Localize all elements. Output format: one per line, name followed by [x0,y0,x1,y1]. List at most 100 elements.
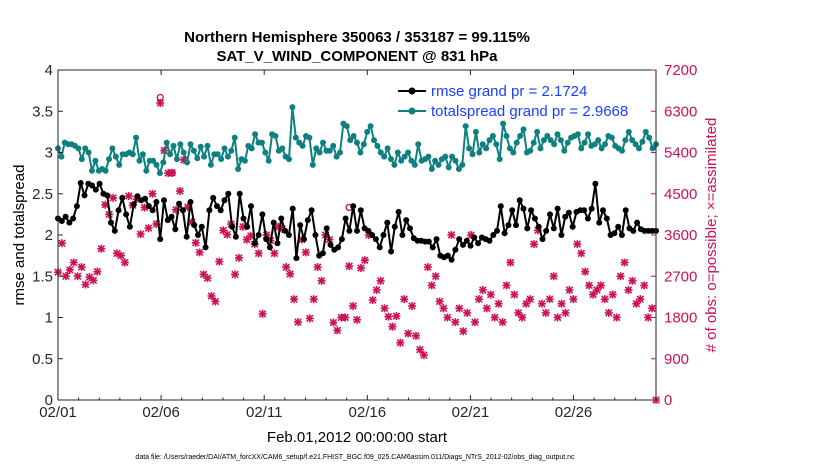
obs-assimilated-marker [215,257,224,266]
obs-assimilated-marker [400,295,409,304]
totalspread-point [629,137,636,144]
rmse-point [391,223,398,230]
obs-assimilated-marker [423,263,432,272]
rmse-point [569,223,576,230]
obs-assimilated-marker [293,318,302,327]
totalspread-point [102,167,109,174]
obs-assimilated-marker [526,295,535,304]
totalspread-point [316,149,323,156]
rmse-point [214,203,220,210]
totalspread-point [428,166,435,172]
totalspread-point [190,147,197,154]
totalspread-point [625,128,632,135]
legend-spread-label: totalspread grand pr = 2.9668 [431,103,628,120]
totalspread-point [156,170,163,177]
rmse-point [289,205,296,212]
obs-assimilated-marker [353,315,361,324]
rmse-point [456,236,463,243]
rmse-point [263,236,270,243]
obs-assimilated-marker [557,299,566,308]
rmse-point [603,215,610,222]
obs-assimilated-marker [234,253,243,262]
obs-assimilated-marker [384,312,393,321]
totalspread-point [411,161,418,168]
obs-assimilated-marker [624,286,633,294]
totalspread-point [354,139,360,146]
totalspread-point [527,147,534,154]
obs-assimilated-marker [553,313,562,322]
y2-tick-label: 6300 [664,103,697,120]
obs-assimilated-marker [77,263,86,272]
rmse-point [618,232,625,238]
rmse-point [115,207,122,214]
rmse-point [448,256,455,263]
totalspread-point [337,149,343,156]
totalspread-point [636,145,642,152]
totalspread-point [248,145,255,152]
rmse-point [236,190,243,197]
obs-assimilated-marker [435,297,444,306]
rmse-point [475,240,482,247]
obs-assimilated-marker [648,304,657,313]
obs-assimilated-marker [451,318,460,327]
obs-assimilated-marker [620,258,629,267]
totalspread-point [544,133,551,139]
y2-tick-label: 2700 [664,268,697,285]
obs-possible-marker [156,93,164,102]
rmse-point [323,225,330,232]
totalspread-point [517,133,524,139]
obs-assimilated-marker [93,267,102,276]
obs-assimilated-marker [254,249,263,258]
x-tick-label: 02/06 [142,404,180,421]
obs-assimilated-marker [376,276,385,285]
rmse-point [202,244,209,251]
rmse-point [403,217,410,224]
rmse-point [183,233,190,240]
totalspread-point [391,161,398,168]
totalspread-point [235,166,242,172]
y2-tick-label: 1800 [664,310,697,327]
rmse-point [407,225,413,232]
rmse-point [429,244,436,251]
rmse-point [229,223,236,230]
totalspread-point [173,156,180,163]
rmse-point [126,223,133,230]
totalspread-point [153,161,160,168]
totalspread-point [197,143,204,150]
totalspread-point [92,157,99,164]
totalspread-point [262,149,269,156]
rmse-point [168,213,175,220]
totalspread-point [85,149,92,156]
totalspread-point [455,166,462,172]
totalspread-point [289,104,296,111]
obs-assimilated-marker [349,302,358,311]
totalspread-point [591,141,598,148]
totalspread-point [330,142,337,149]
x-tick-label: 02/11 [246,404,282,421]
rmse-point [198,223,205,230]
y-tick-label: 4 [45,62,53,79]
totalspread-point [364,128,371,135]
rmse-point [255,232,262,238]
totalspread-point [551,141,558,148]
totalspread-point [500,120,507,127]
rmse-point [187,199,194,205]
obs-assimilated-marker [305,314,314,323]
rmse-point [130,201,137,208]
totalspread-point [170,142,177,149]
totalspread-point [520,126,527,133]
totalspread-point [112,153,119,160]
obs-assimilated-marker [644,313,653,322]
obs-assimilated-marker [415,345,424,354]
rmse-point [108,219,114,226]
obs-assimilated-marker [109,193,118,202]
rmse-point [425,238,432,245]
y-tick-label: 3 [45,145,53,162]
totalspread-point [231,134,238,141]
obs-assimilated-marker [612,313,621,322]
obs-assimilated-marker [81,280,90,289]
obs-assimilated-marker [565,286,574,294]
chart-subtitle: SAT_V_WIND_COMPONENT @ 831 hPa [216,48,498,65]
obs-assimilated-marker [286,269,295,278]
rmse-point [369,232,376,238]
